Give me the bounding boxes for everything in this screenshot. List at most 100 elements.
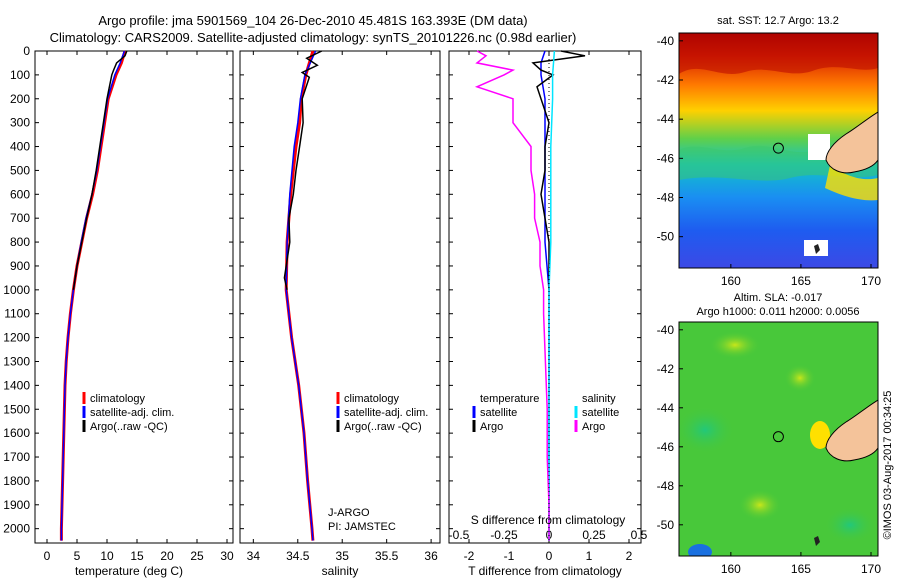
salinity-profile-lines	[283, 50, 323, 541]
depth-tick-label: 100	[10, 68, 30, 82]
sst-coastal-warm	[825, 165, 878, 201]
sla-high	[784, 364, 816, 392]
lat-tick-label: -44	[657, 112, 675, 126]
x-tick-label: 1	[586, 549, 593, 563]
land-new-zealand	[825, 111, 878, 174]
lat-tick-label: -46	[657, 440, 675, 454]
lon-tick-label: 165	[791, 562, 811, 576]
legend-argo-label: Argo(..raw -QC)	[344, 421, 422, 433]
x-tick-label: 34	[247, 549, 261, 563]
sst-map	[679, 33, 878, 268]
series-line-salinity-satellite	[548, 50, 556, 541]
lat-tick-label: -50	[657, 230, 675, 244]
lat-tick-label: -42	[657, 73, 675, 87]
s-difference-x-label: S difference from climatology	[471, 513, 626, 527]
depth-tick-label: 300	[10, 116, 30, 130]
stewart-island	[814, 244, 820, 254]
sla-low	[679, 406, 735, 454]
series-line-argo-raw-qc	[72, 50, 128, 290]
series-line-satellite-adj-clim	[60, 50, 126, 541]
land-new-zealand	[825, 399, 878, 462]
legend-climatology-label: climatology	[90, 393, 146, 405]
x-tick-label: 0	[44, 549, 51, 563]
sla-high	[738, 489, 782, 521]
lat-tick-label: -48	[657, 191, 675, 205]
difference-legend: temperature satellite Argo salinity sate…	[472, 393, 619, 433]
depth-tick-label: 600	[10, 187, 30, 201]
sla-low-blue	[688, 544, 712, 556]
sst-map-axes: 160 165 170 -40 -42 -44 -46 -48 -50	[657, 34, 882, 288]
legend-sal-argo-label: Argo	[582, 421, 605, 433]
legend-climatology-label: climatology	[344, 393, 400, 405]
salinity-legend: climatology satellite-adj. clim. Argo(..…	[336, 392, 428, 433]
series-line-climatology	[59, 50, 127, 541]
x-tick-label: 25	[190, 549, 204, 563]
legend-sal-satellite-label: satellite	[582, 407, 619, 419]
altimetry-map	[679, 322, 878, 556]
salinity-panel-frame	[239, 50, 441, 544]
x-tick-label: 5	[74, 549, 81, 563]
lon-tick-label: 165	[791, 274, 811, 288]
float-position-marker	[772, 142, 784, 154]
depth-tick-label: 500	[10, 163, 30, 177]
series-line-satellite-adj-clim	[285, 50, 317, 541]
altimetry-map-frame	[678, 321, 879, 557]
lon-tick-label: 170	[861, 274, 881, 288]
x-tick-label: 20	[160, 549, 174, 563]
lon-tick-label: 160	[721, 562, 741, 576]
depth-tick-label: 700	[10, 211, 30, 225]
s-tick-label: -0.5	[449, 528, 470, 542]
sla-low	[824, 507, 876, 543]
x-tick-label: 35.5	[375, 549, 399, 563]
sst-warm-band	[679, 33, 878, 74]
legend-satellite-label: satellite-adj. clim.	[344, 407, 428, 419]
t-difference-x-label: T difference from climatology	[468, 564, 622, 578]
salinity-x-axis: 34 34.5 35 35.5 36	[247, 51, 438, 563]
float-position-marker	[772, 431, 784, 443]
title-line-1: Argo profile: jma 5901569_104 26-Dec-201…	[98, 13, 527, 28]
depth-tick-label: 1800	[3, 474, 30, 488]
x-tick-label: 0	[546, 549, 553, 563]
x-tick-label: 34.5	[286, 549, 310, 563]
depth-tick-label: 1600	[3, 426, 30, 440]
depth-axis: 0 100 200 300 400 500 600 700 800 900 1000 1100 1200…	[3, 44, 641, 536]
sst-map-frame	[678, 32, 879, 269]
x-tick-label: 35	[336, 549, 350, 563]
depth-tick-label: 0	[23, 44, 30, 58]
depth-tick-label: 1100	[4, 307, 30, 321]
depth-tick-label: 1000	[3, 283, 30, 297]
x-tick-label: 30	[220, 549, 234, 563]
sla-coastal-high	[810, 421, 830, 449]
depth-tick-label: 1400	[3, 378, 30, 392]
sst-map-title: sat. SST: 12.7 Argo: 13.2	[717, 15, 839, 27]
altimetry-map-axes: 160 165 170 -40 -42 -44 -46 -48 -50	[657, 323, 882, 576]
cloud-mask	[808, 134, 830, 160]
temperature-x-label: temperature (deg C)	[75, 564, 183, 578]
float-pi: PI: JAMSTEC	[328, 521, 396, 533]
temperature-panel-frame	[34, 50, 234, 544]
title-line-2: Climatology: CARS2009. Satellite-adjuste…	[50, 30, 577, 45]
series-line-climatology	[284, 50, 315, 541]
lat-tick-label: -48	[657, 479, 675, 493]
s-tick-label: 0.25	[582, 528, 606, 542]
altimetry-map-subtitle: Argo h1000: 0.011 h2000: 0.0056	[696, 306, 859, 318]
x-tick-label: 2	[626, 549, 633, 563]
x-tick-label: -2	[464, 549, 475, 563]
sla-high	[709, 331, 761, 359]
x-tick-label: 36	[424, 549, 438, 563]
lat-tick-label: -40	[657, 323, 675, 337]
x-tick-label: -1	[504, 549, 515, 563]
s-tick-label: -0.25	[490, 528, 518, 542]
lon-tick-label: 160	[721, 274, 741, 288]
series-line-salinity-argo	[474, 50, 550, 541]
depth-tick-label: 2000	[3, 522, 30, 536]
float-program: J-ARGO	[328, 507, 370, 519]
legend-temp-satellite-label: satellite	[480, 407, 517, 419]
legend-salinity-heading: salinity	[582, 393, 616, 405]
legend-satellite-label: satellite-adj. clim.	[90, 407, 174, 419]
legend-temp-argo-label: Argo	[480, 421, 503, 433]
legend-temperature-heading: temperature	[480, 393, 539, 405]
lon-tick-label: 170	[861, 562, 881, 576]
depth-tick-label: 1700	[3, 450, 30, 464]
